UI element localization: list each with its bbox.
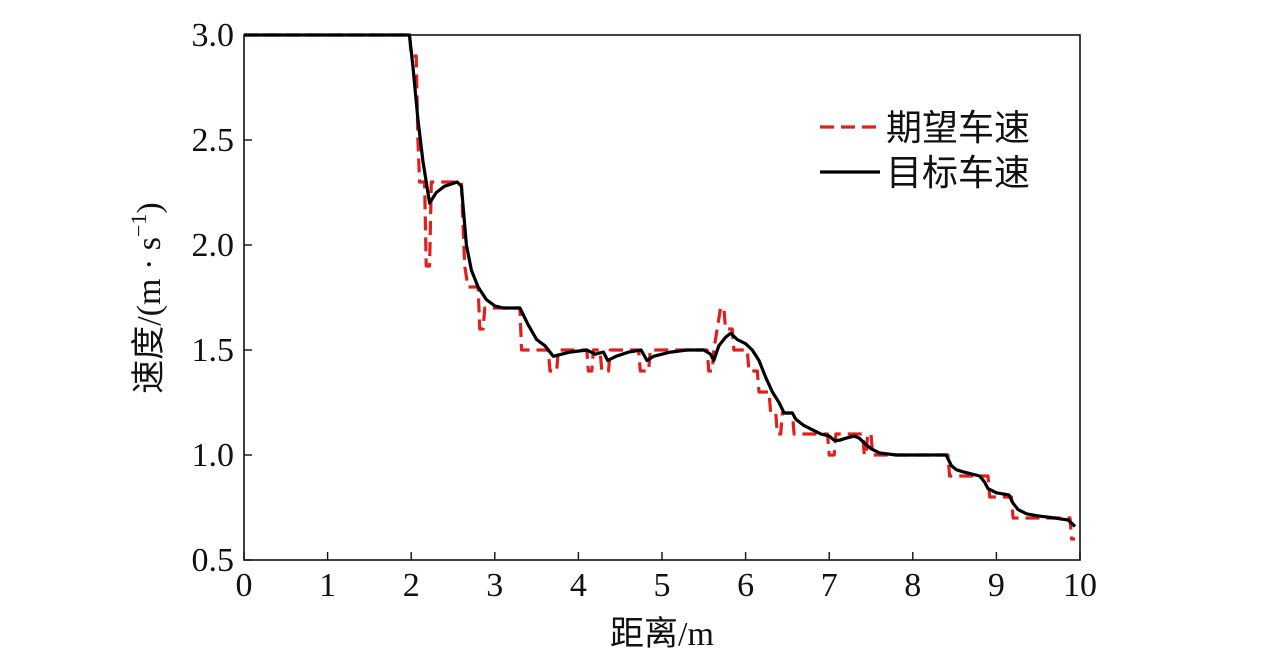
x-tick-label: 0 [236, 567, 253, 604]
legend-label: 期望车速 [886, 108, 1030, 148]
y-tick-label: 3.0 [192, 17, 235, 54]
x-tick-label: 6 [737, 567, 754, 604]
x-tick-label: 9 [988, 567, 1005, 604]
x-tick-label: 3 [486, 567, 503, 604]
legend-label: 目标车速 [886, 153, 1030, 193]
x-tick-label: 5 [654, 567, 671, 604]
y-axis-title: 速度/(m · s−1) [126, 202, 168, 394]
x-tick-label: 7 [821, 567, 838, 604]
y-tick-label: 0.5 [192, 542, 235, 579]
y-tick-label: 1.0 [192, 437, 235, 474]
x-tick-label: 10 [1063, 567, 1097, 604]
y-axis-title-exponent: −1 [126, 214, 151, 237]
series-layer [244, 33, 1077, 541]
y-tick-label: 1.5 [192, 332, 235, 369]
y-axis-title-close: ) [131, 202, 168, 213]
y-axis-title-main: 速度/(m · s [130, 237, 168, 394]
x-tick-label: 4 [570, 567, 587, 604]
series-line-expected-speed [244, 33, 1075, 541]
y-tick-label: 2.5 [192, 122, 235, 159]
x-tick-label: 2 [403, 567, 420, 604]
y-tick-label: 2.0 [192, 227, 235, 264]
x-tick-label: 8 [904, 567, 921, 604]
series-line-target-speed [244, 33, 1077, 528]
x-axis-title: 距离/m [610, 615, 714, 653]
x-tick-label: 1 [319, 567, 336, 604]
axes: 0 1 2 3 4 5 6 7 8 9 10 0.5 1.0 1.5 2.0 2.5 3.0 [192, 17, 1098, 604]
